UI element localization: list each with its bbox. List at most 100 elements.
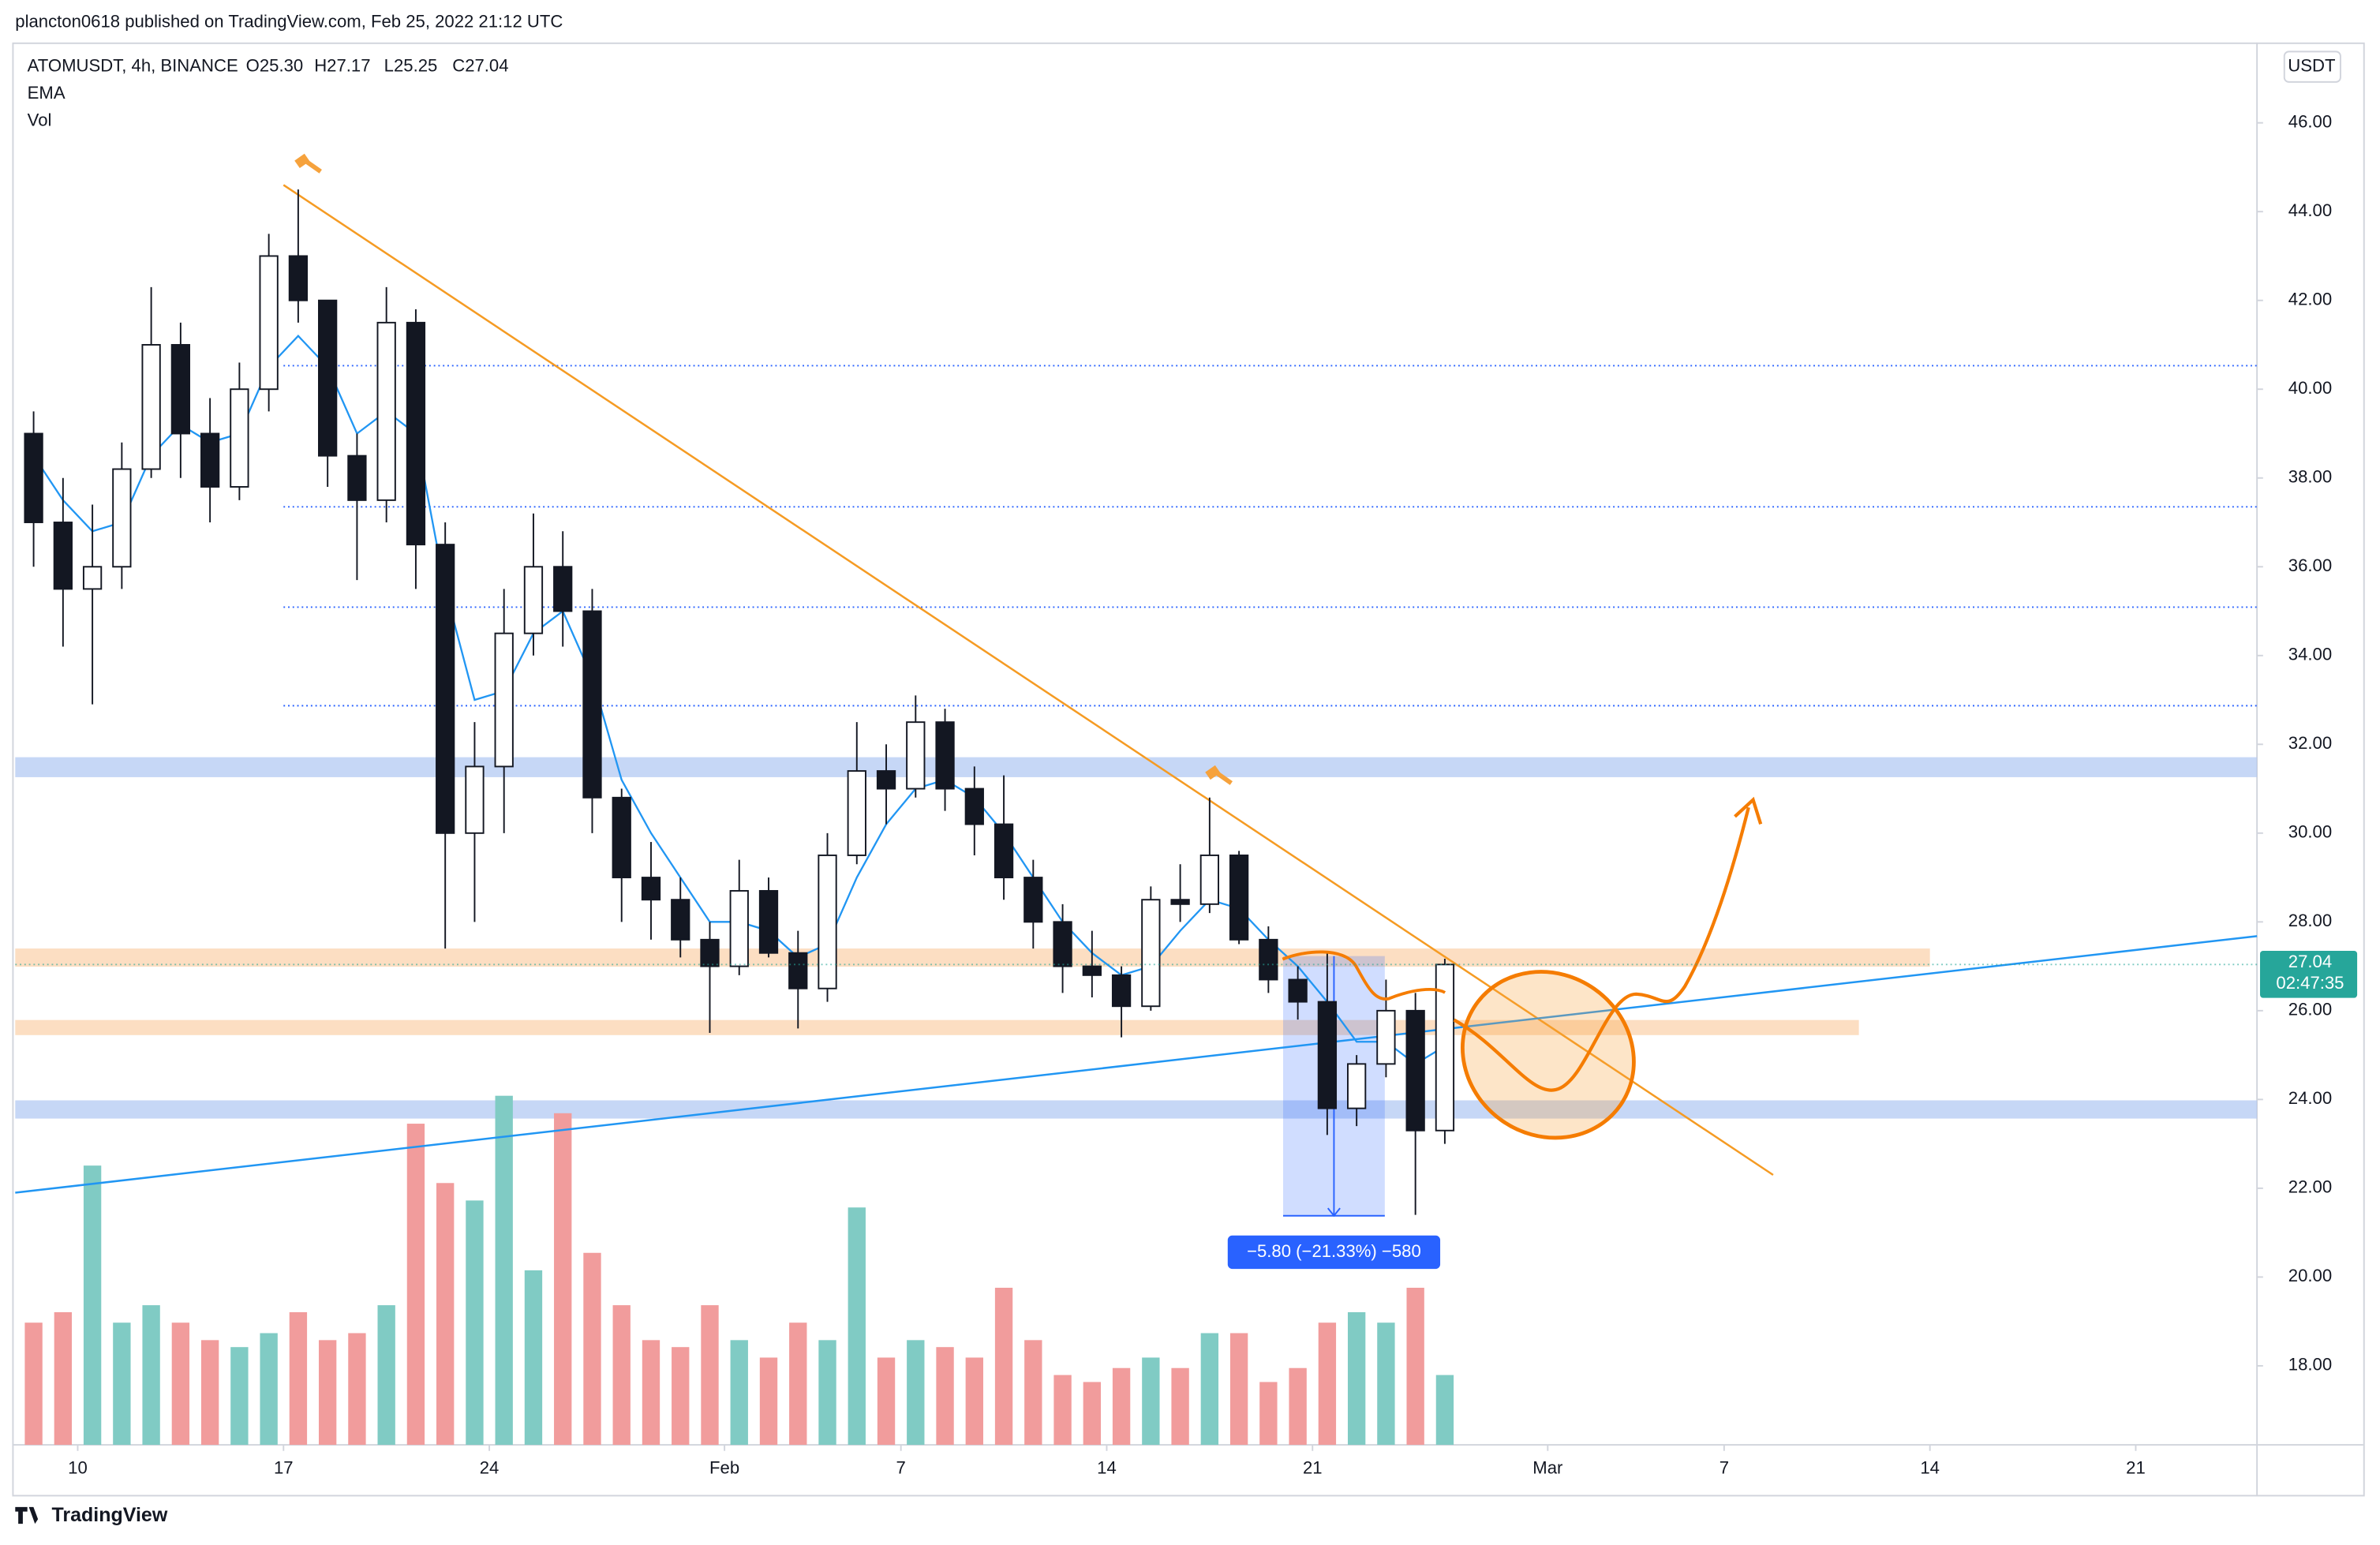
candle-body <box>141 344 161 470</box>
volume-bar <box>848 1207 866 1446</box>
volume-bar <box>113 1322 131 1446</box>
y-tick-label: 46.00 <box>2288 112 2332 132</box>
candle-body <box>1317 1001 1338 1109</box>
x-tick-label: 7 <box>1720 1458 1729 1478</box>
y-tick-label: 38.00 <box>2288 467 2332 487</box>
volume-bar <box>818 1340 836 1446</box>
candle-body <box>406 321 426 546</box>
volume-bar <box>1229 1333 1248 1446</box>
footer-brand: TradingView <box>51 1504 167 1526</box>
candle-body <box>818 854 837 989</box>
candle-body <box>1435 963 1455 1132</box>
volume-bar <box>965 1357 983 1446</box>
candle-body <box>1405 1009 1425 1132</box>
volume-bar <box>1142 1357 1160 1446</box>
hammer-icon <box>294 153 322 174</box>
volume-bar <box>524 1270 543 1446</box>
ohlc-close: C27.04 <box>452 55 508 75</box>
x-tick-label: 21 <box>2126 1458 2146 1478</box>
volume-bar <box>466 1200 484 1446</box>
candle-body <box>523 566 544 634</box>
volume-bar <box>436 1183 455 1446</box>
y-tick-label: 30.00 <box>2288 822 2332 842</box>
trendline <box>15 935 2258 1194</box>
volume-bar <box>54 1311 73 1446</box>
indicator-label: Vol <box>28 110 52 130</box>
volume-bar <box>759 1357 778 1446</box>
volume-bar <box>260 1333 278 1446</box>
candles-layer <box>24 189 1455 1215</box>
volume-bar <box>642 1340 660 1446</box>
volume-bar <box>1435 1375 1454 1446</box>
candle-body <box>876 770 896 790</box>
candle-body <box>436 544 455 834</box>
volume-bar <box>907 1340 925 1446</box>
y-tick-label: 32.00 <box>2288 733 2332 753</box>
hammer-icon <box>1205 765 1233 785</box>
y-tick-label: 22.00 <box>2288 1177 2332 1197</box>
measure-arrowhead <box>1327 1207 1341 1218</box>
ohlc-high: H27.17 <box>314 55 370 75</box>
volume-bar <box>289 1311 308 1446</box>
candle-body <box>671 899 690 941</box>
candle-body <box>1288 978 1308 1003</box>
ohlc-low: L25.25 <box>384 55 438 75</box>
volume-bar <box>83 1165 102 1446</box>
volume-bar <box>1083 1382 1102 1446</box>
volume-bar <box>377 1305 395 1446</box>
candle-body <box>112 468 132 568</box>
volume-bar <box>1200 1333 1219 1446</box>
candle-body <box>582 610 602 799</box>
candle-body <box>465 765 485 834</box>
volume-bar <box>701 1305 719 1446</box>
candle-body <box>729 889 749 967</box>
x-tick-label: 7 <box>896 1458 906 1478</box>
volume-bar <box>1289 1367 1307 1446</box>
candle-body <box>994 823 1014 879</box>
candle-body <box>1170 899 1190 905</box>
volume-bar <box>142 1305 160 1446</box>
x-tick-label: 17 <box>274 1458 294 1478</box>
indicator-label: EMA <box>28 83 65 103</box>
sketch-curve <box>1282 950 1446 1001</box>
y-tick-label: 28.00 <box>2288 911 2332 930</box>
candle-body <box>641 877 661 901</box>
candle-body <box>847 770 866 856</box>
candle-body <box>758 889 779 954</box>
candle-body <box>347 455 367 501</box>
currency-label: USDT <box>2288 55 2335 75</box>
candle-body <box>1053 921 1072 967</box>
highlight-ellipse <box>1461 970 1636 1140</box>
volume-bar <box>1406 1287 1424 1446</box>
candle-body <box>1229 854 1249 941</box>
volume-bar <box>1112 1367 1131 1446</box>
volume-bar <box>406 1124 425 1446</box>
volume-bar <box>1053 1375 1072 1446</box>
candle-body <box>1082 965 1102 976</box>
candle-body <box>170 344 191 435</box>
volume-bar <box>936 1347 954 1446</box>
volume-bar <box>1318 1322 1337 1446</box>
currency-button[interactable] <box>2283 51 2341 83</box>
y-tick-label: 36.00 <box>2288 556 2332 575</box>
volume-bar <box>877 1357 896 1446</box>
volume-bar <box>789 1322 807 1446</box>
measure-label: −5.80 (−21.33%) −580 <box>1247 1241 1421 1261</box>
candle-body <box>318 299 338 457</box>
volume-bar <box>200 1340 219 1446</box>
volume-bar <box>1171 1367 1189 1446</box>
volume-bar <box>994 1287 1013 1446</box>
candle-body <box>935 721 955 790</box>
volume-bar <box>730 1340 748 1446</box>
candle-body <box>200 432 220 488</box>
forecast-path <box>1453 806 1750 1092</box>
ohlc-open: O25.30 <box>246 55 304 75</box>
candle-body <box>259 255 279 391</box>
last-price-label: 27.04 <box>2288 952 2332 971</box>
x-tick-label: 14 <box>1097 1458 1117 1478</box>
candle-body <box>700 938 720 967</box>
forecast-arrowhead <box>1734 796 1763 825</box>
countdown-label: 02:47:35 <box>2276 973 2344 993</box>
